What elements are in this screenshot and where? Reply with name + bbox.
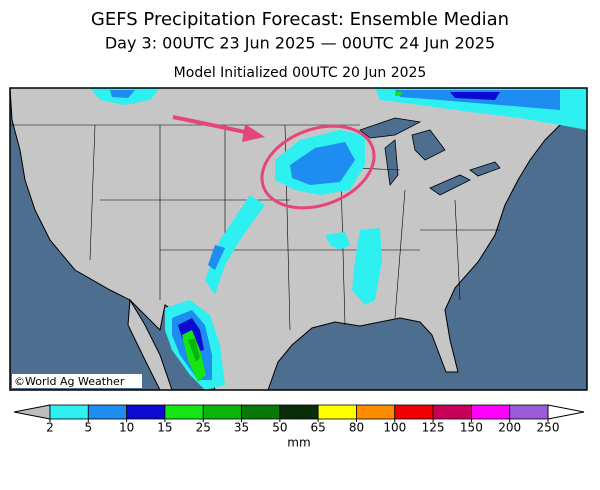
highlight-ellipse [260,124,376,210]
tick-label: 5 [84,421,92,435]
under-triangle [13,404,51,420]
credit: ©World Ag Weather [14,375,125,388]
color-segment [126,404,166,420]
color-segment [164,404,204,420]
color-segment [470,404,511,420]
tick-label: 125 [422,421,445,435]
map: ©World Ag Weather [9,87,588,391]
color-segment [241,404,281,420]
color-segment [87,404,128,420]
title: GEFS Precipitation Forecast: Ensemble Me… [91,9,509,30]
tick-label: 150 [460,421,483,435]
over-triangle [547,404,585,420]
tick-label: 250 [537,421,560,435]
init-time: Model Initialized 00UTC 20 Jun 2025 [174,65,427,81]
color-segment [509,404,549,420]
credit-box [12,374,142,388]
tick-label: 15 [157,421,172,435]
tick-label: 65 [311,421,326,435]
color-segment [394,404,434,420]
great-lakes [359,117,501,196]
color-segment [49,404,89,420]
color-segment [279,404,319,420]
tick-label: 100 [383,421,406,435]
color-segment [432,404,472,420]
tick-label: 25 [196,421,211,435]
color-segment [356,404,396,420]
tick-label: 200 [498,421,521,435]
tick-label: 80 [349,421,364,435]
unit-label: mm [287,436,310,450]
color-segment [202,404,242,420]
arrow [172,115,265,142]
subtitle: Day 3: 00UTC 23 Jun 2025 — 00UTC 24 Jun … [105,34,495,53]
tick-label: 10 [119,421,134,435]
map-frame [9,87,588,391]
tick-label: 50 [272,421,287,435]
tick-label: 2 [46,421,54,435]
color-segment [317,404,357,420]
tick-label: 35 [234,421,249,435]
precip [90,88,587,390]
land [9,87,588,391]
